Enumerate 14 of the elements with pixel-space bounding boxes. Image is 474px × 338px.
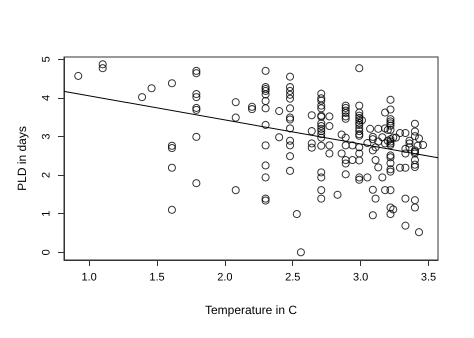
y-tick-label: 0 [40,249,52,256]
y-axis-title: PLD in days [15,126,29,191]
y-tick-label: 5 [40,56,52,62]
x-tick-label: 3.5 [420,272,436,284]
y-tick-label: 2 [40,172,52,178]
x-tick-label: 2.5 [285,272,300,284]
x-tick-label: 2.0 [217,272,233,284]
x-axis-title: Temperature in C [204,303,298,317]
y-tick-label: 1 [40,210,52,217]
y-tick-label: 4 [40,94,52,101]
x-tick-label: 1.5 [149,272,165,284]
y-tick-label: 3 [40,133,52,140]
x-tick-label: 1.0 [81,272,97,284]
x-tick-label: 3.0 [352,272,368,284]
